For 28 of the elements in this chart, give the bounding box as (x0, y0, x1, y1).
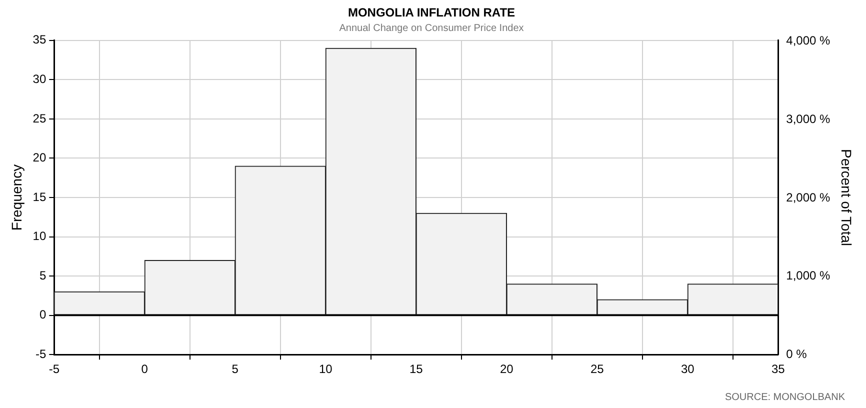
source-note: SOURCE: MONGOLBANK (724, 392, 846, 403)
x-tick-label: 25 (590, 362, 604, 376)
y-tick-label: 25 (32, 111, 46, 126)
chart-subtitle: Annual Change on Consumer Price Index (339, 23, 524, 34)
y2-tick-label: 4,000 % (786, 34, 831, 48)
y2-tick-label: 1,000 % (786, 268, 831, 283)
x-tick-label: 0 (141, 362, 148, 376)
x-tick-label: -5 (48, 362, 60, 376)
y-axis-title: Frequency (8, 164, 24, 231)
x-tick-label: 5 (232, 362, 239, 376)
x-tick-label: 10 (318, 362, 333, 376)
y-tick-label: 35 (32, 32, 46, 47)
y-tick-label: 30 (32, 72, 46, 86)
y-tick-label: 0 (39, 308, 46, 322)
y2-tick-label: 3,000 % (786, 112, 831, 126)
y2-tick-label: 2,000 % (786, 190, 831, 204)
y-tick-label: 20 (32, 150, 46, 165)
chart-title: MONGOLIA INFLATION RATE (348, 6, 516, 20)
y-tick-label: -5 (35, 346, 46, 361)
y-tick-label: 10 (32, 229, 46, 244)
y2-axis-title: Percent of Total (838, 148, 855, 246)
x-tick-label: 35 (771, 362, 786, 376)
x-tick-label: 15 (409, 362, 424, 376)
y-tick-label: 15 (32, 190, 46, 204)
x-tick-label: 30 (680, 362, 695, 376)
x-tick-label: 20 (500, 362, 514, 376)
y2-tick-label: 0 % (786, 346, 808, 361)
y-tick-label: 5 (39, 268, 46, 282)
